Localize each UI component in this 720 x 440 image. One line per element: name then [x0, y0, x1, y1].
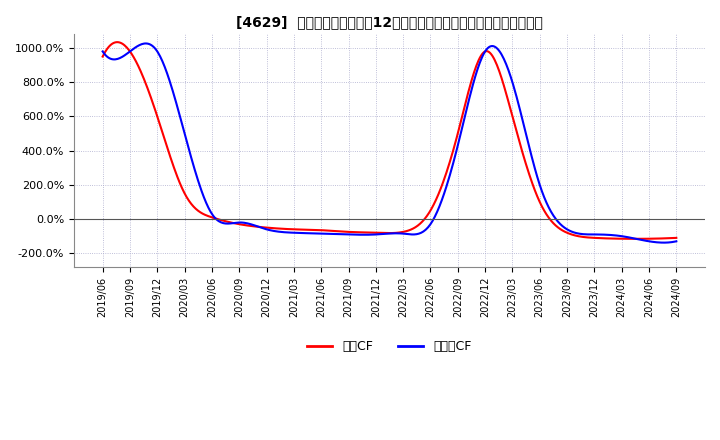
営業CF — [660, 236, 669, 241]
フリーCF — [660, 240, 669, 245]
営業CF — [372, 230, 381, 235]
フリーCF — [372, 232, 381, 237]
営業CF — [375, 230, 384, 235]
営業CF — [631, 236, 640, 242]
フリーCF — [99, 49, 107, 54]
営業CF — [570, 232, 578, 238]
Line: 営業CF: 営業CF — [103, 42, 676, 239]
フリーCF — [141, 41, 150, 46]
Legend: 営業CF, フリーCF: 営業CF, フリーCF — [302, 335, 477, 359]
Line: フリーCF: フリーCF — [103, 44, 676, 242]
営業CF — [672, 235, 680, 241]
フリーCF — [672, 238, 680, 244]
フリーCF — [410, 232, 418, 237]
フリーCF — [441, 187, 449, 193]
営業CF — [113, 40, 122, 45]
フリーCF — [570, 230, 578, 235]
営業CF — [410, 225, 418, 231]
Title: [4629]  キャッシュフローの12か月移動合計の対前年同期増減率の推移: [4629] キャッシュフローの12か月移動合計の対前年同期増減率の推移 — [236, 15, 543, 29]
フリーCF — [660, 240, 668, 245]
営業CF — [99, 54, 107, 59]
フリーCF — [375, 231, 384, 237]
営業CF — [441, 173, 449, 179]
